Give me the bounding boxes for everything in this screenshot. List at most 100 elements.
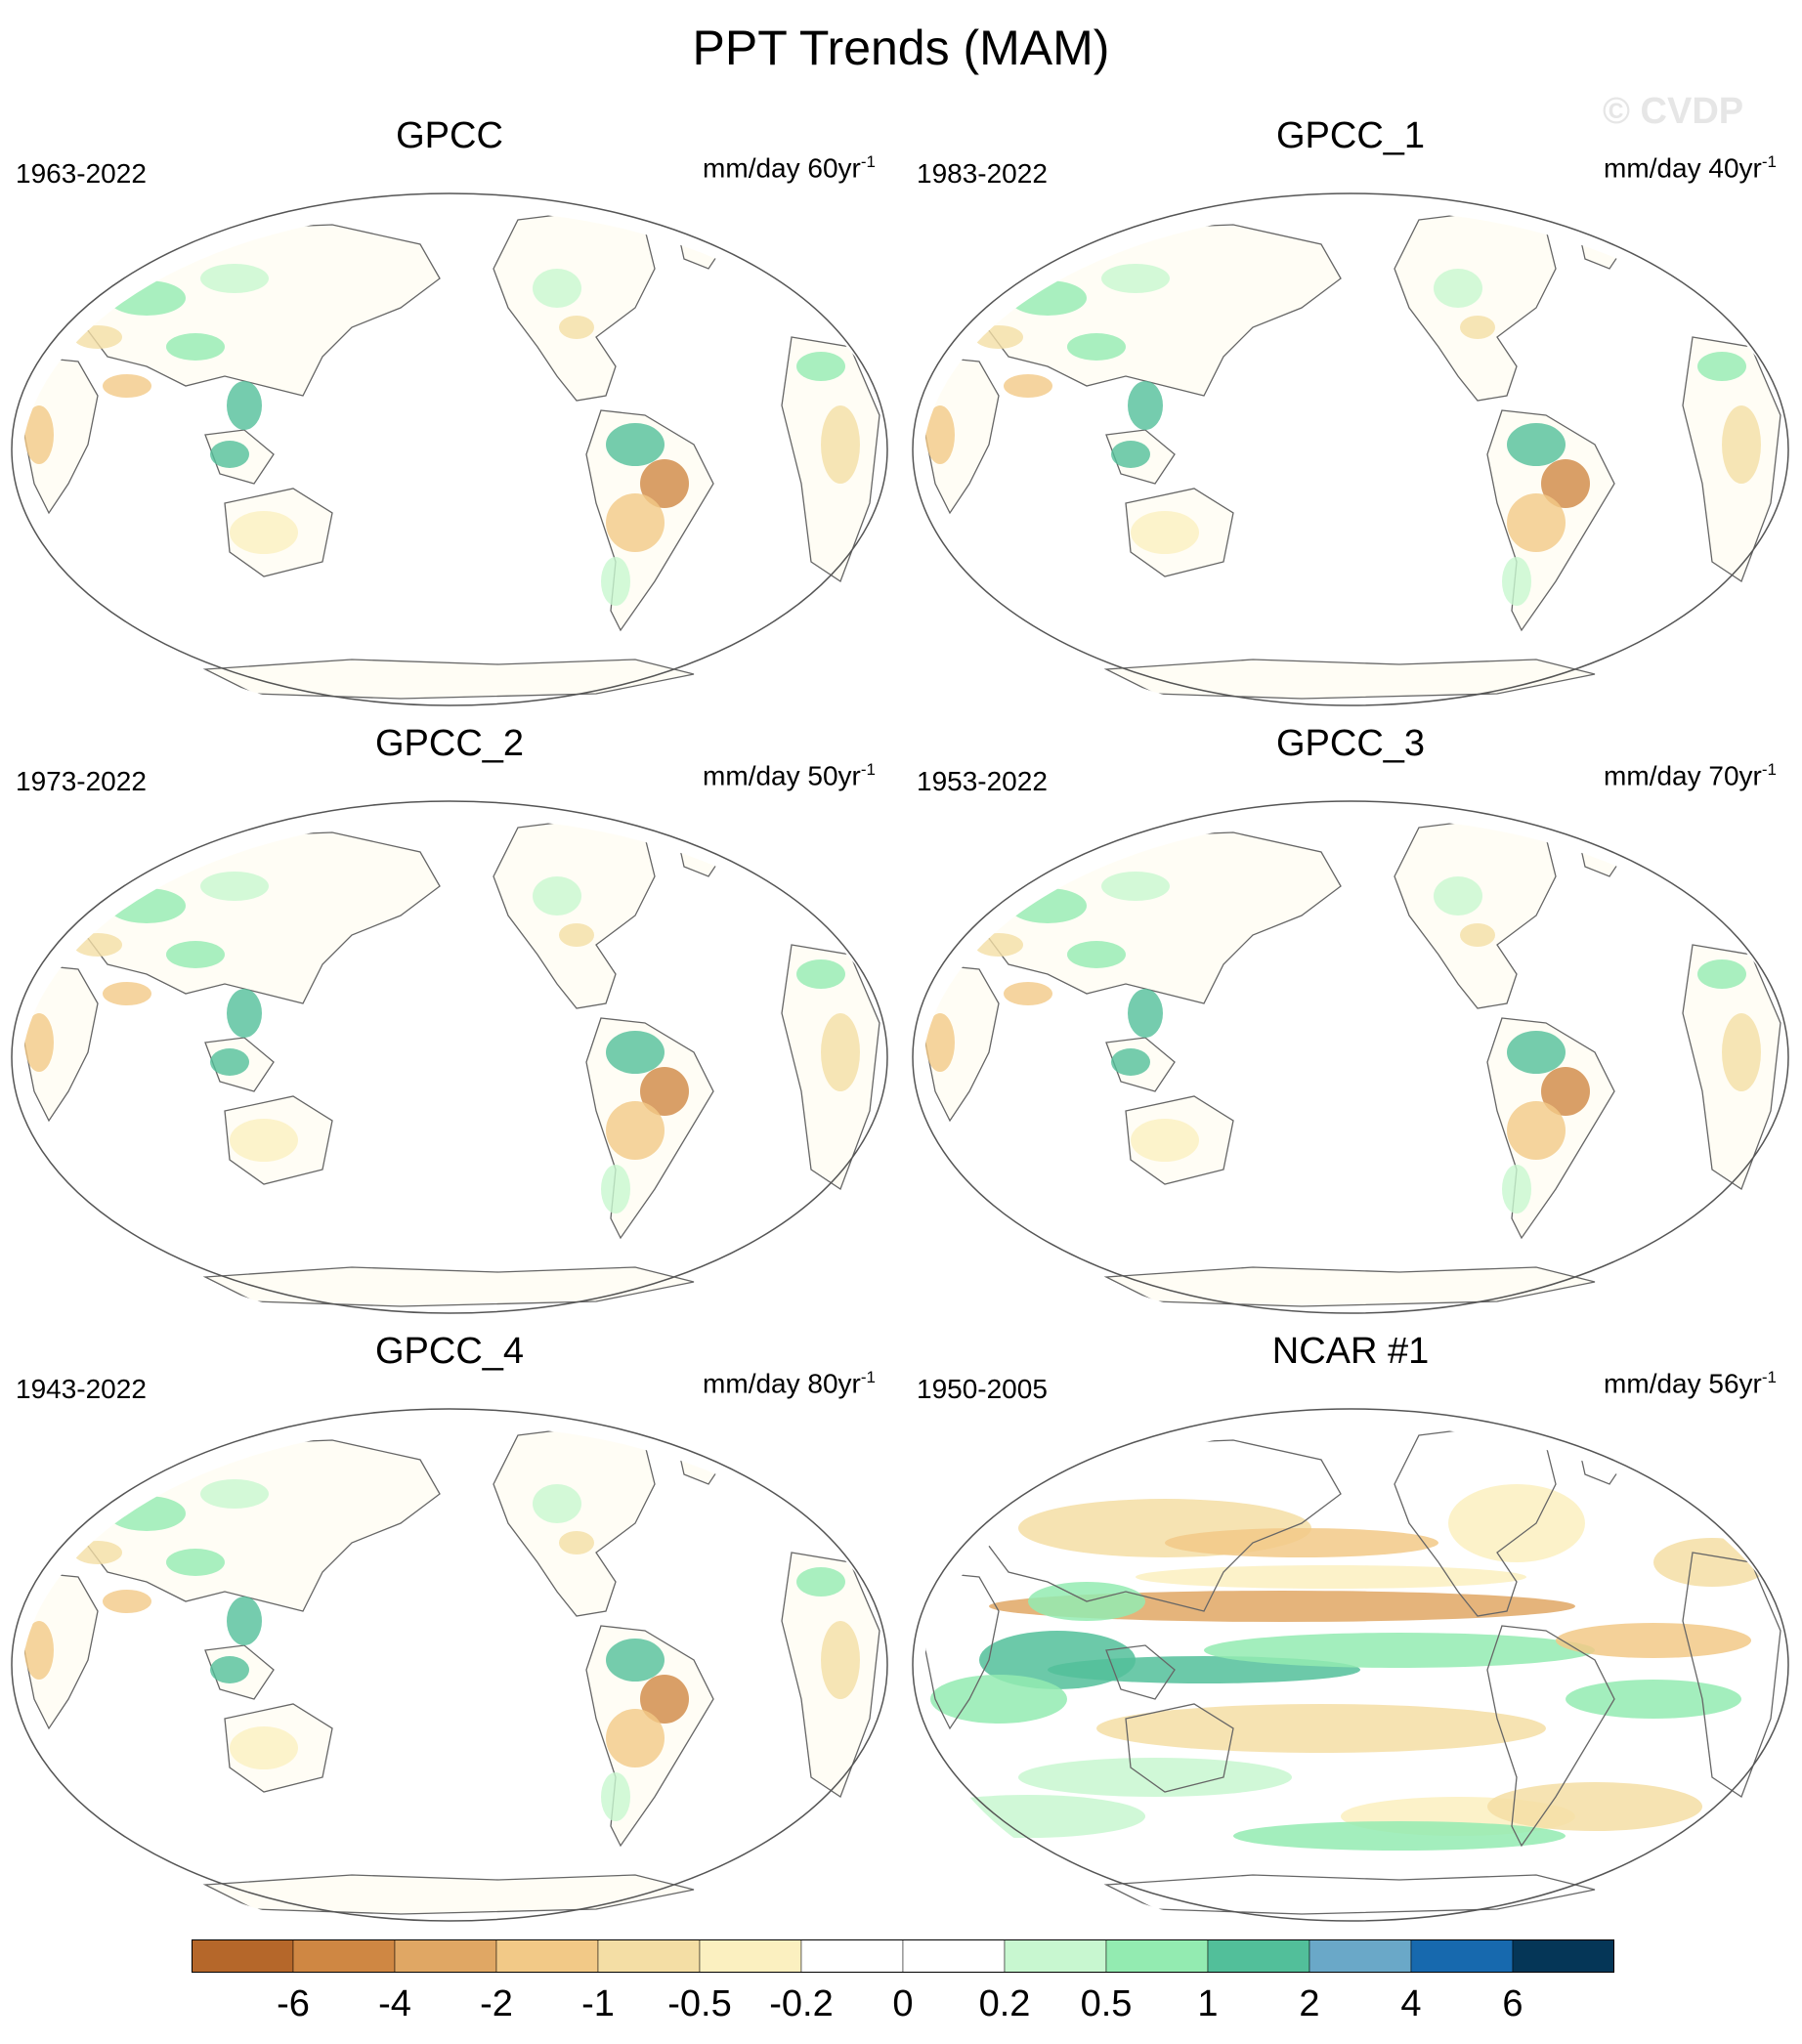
colorbar-label: -2 <box>480 1983 513 2024</box>
trend-shading <box>1507 423 1566 466</box>
colorbar-swatch <box>495 1939 599 1973</box>
trend-shading <box>1131 1119 1199 1162</box>
colorbar-label: 0.5 <box>1080 1983 1133 2024</box>
trend-shading <box>640 1067 689 1116</box>
trend-shading <box>974 933 1023 957</box>
trend-shading <box>1004 374 1052 398</box>
trend-shading <box>1487 1782 1702 1831</box>
units-exponent: -1 <box>860 152 876 171</box>
world-map <box>912 1408 1798 1937</box>
trend-shading <box>1697 959 1746 989</box>
trend-shading <box>925 405 955 464</box>
trend-shading <box>606 1031 665 1074</box>
trend-shading <box>1131 511 1199 554</box>
units-exponent: -1 <box>860 1368 876 1386</box>
trend-shading <box>559 923 594 947</box>
trend-shading <box>1502 557 1531 606</box>
trend-shading <box>24 1013 54 1072</box>
units-exponent: -1 <box>1761 152 1777 171</box>
trend-shading <box>1580 218 1609 241</box>
coastline <box>1682 1552 1781 1798</box>
trend-shading <box>107 280 186 316</box>
trend-shading <box>821 405 860 484</box>
trend-shading <box>230 511 298 554</box>
trend-shading <box>1507 493 1566 552</box>
world-map <box>11 192 897 721</box>
coastline <box>924 1571 1000 1730</box>
world-map <box>912 800 1798 1329</box>
colorbar-label: -1 <box>581 1983 615 2024</box>
trend-shading <box>1018 1758 1292 1797</box>
trend-shading <box>679 218 708 241</box>
trend-shading <box>1722 1013 1761 1091</box>
trend-shading <box>1096 1704 1546 1753</box>
trend-shading <box>1067 941 1126 968</box>
colorbar-label: 0.2 <box>978 1983 1031 2024</box>
colorbar-swatch <box>800 1939 904 1973</box>
trend-shading <box>200 872 269 901</box>
colorbar-label: -4 <box>378 1983 411 2024</box>
trend-shading <box>1541 459 1590 508</box>
panel-years: 1950-2005 <box>917 1374 1048 1404</box>
units-text: mm/day 40yr <box>1604 152 1762 184</box>
trend-shading <box>1101 872 1170 901</box>
map-panel-6: NCAR #1 1950-2005 mm/day 56yr-1 <box>901 1331 1800 1937</box>
panel-title: GPCC_4 <box>374 1331 525 1372</box>
units-exponent: -1 <box>860 760 876 779</box>
trend-shading <box>922 1795 1145 1838</box>
colorbar-swatch <box>902 1939 1006 1973</box>
coastline <box>1486 1625 1615 1848</box>
trend-shading <box>606 1101 665 1160</box>
trend-shading <box>210 441 249 468</box>
trend-shading <box>227 989 262 1038</box>
coastline <box>1394 210 1557 402</box>
trend-shading <box>73 933 122 957</box>
panel-years: 1983-2022 <box>917 158 1048 189</box>
trend-shading <box>601 557 630 606</box>
trend-shading <box>679 1433 708 1457</box>
trend-shading <box>1460 923 1495 947</box>
trend-shading <box>1128 381 1163 430</box>
trend-shading <box>1101 264 1170 293</box>
trend-shading <box>1165 1528 1438 1557</box>
trend-shading <box>1556 1623 1751 1658</box>
trend-shading <box>200 1479 269 1509</box>
trend-shading <box>166 941 225 968</box>
trend-shading <box>107 888 186 923</box>
colorbar-swatch <box>699 1939 802 1973</box>
trend-shading <box>974 325 1023 349</box>
panel-units: mm/day 60yr-1 <box>703 152 876 184</box>
trend-shading <box>1008 888 1087 923</box>
coastline <box>968 1439 1342 1612</box>
colorbar-swatch <box>1309 1939 1412 1973</box>
map-panel-3: GPCC_2 1973-2022 mm/day 50yr-1 <box>0 723 899 1329</box>
trend-shading <box>1111 441 1150 468</box>
panel-years: 1963-2022 <box>16 158 147 189</box>
trend-shading <box>796 1567 845 1597</box>
trend-shading <box>24 405 54 464</box>
units-exponent: -1 <box>1761 760 1777 779</box>
colorbar-label: -6 <box>277 1983 310 2024</box>
world-map <box>912 192 1798 721</box>
trend-shading <box>1580 826 1609 849</box>
trend-shading <box>166 1549 225 1576</box>
panel-title: NCAR #1 <box>1271 1331 1430 1372</box>
trend-shading <box>606 423 665 466</box>
trend-shading <box>679 826 708 849</box>
trend-shading <box>1653 1538 1771 1587</box>
panel-years: 1973-2022 <box>16 766 147 796</box>
trend-shading <box>821 1013 860 1091</box>
trend-shading <box>24 1621 54 1680</box>
panel-units: mm/day 56yr-1 <box>1604 1368 1777 1399</box>
coastline <box>1103 1266 1596 1307</box>
colorbar-swatch <box>1004 1939 1107 1973</box>
trend-shading <box>107 1496 186 1531</box>
trend-shading <box>796 959 845 989</box>
coastline <box>202 1266 695 1307</box>
map-panel-2: GPCC_1 1983-2022 mm/day 40yr-1 <box>901 115 1800 721</box>
trend-shading <box>103 374 151 398</box>
trend-shading <box>1460 316 1495 339</box>
trend-shading <box>640 459 689 508</box>
trend-shading <box>1722 405 1761 484</box>
coastline <box>493 210 656 402</box>
